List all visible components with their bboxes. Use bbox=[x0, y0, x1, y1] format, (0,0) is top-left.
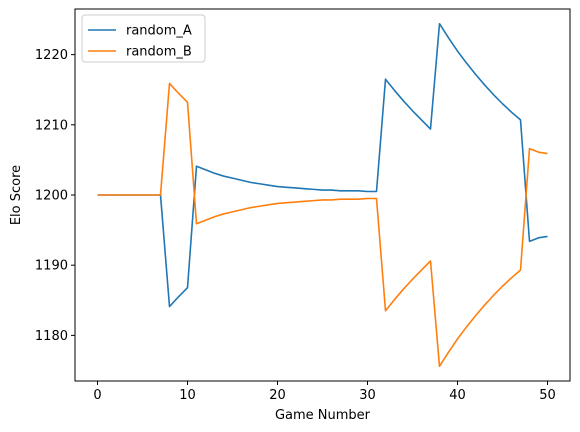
x-axis-label: Game Number bbox=[275, 408, 371, 423]
legend-label: random_A bbox=[126, 24, 192, 39]
y-axis-ticks: 1180 1190 1200 1210 1220 bbox=[35, 48, 75, 344]
x-axis-ticks: 0 10 20 30 40 50 bbox=[93, 381, 556, 403]
legend: random_A random_B bbox=[81, 14, 206, 63]
x-tick-label: 0 bbox=[93, 388, 101, 403]
x-tick-label: 10 bbox=[179, 388, 196, 403]
x-tick-label: 30 bbox=[359, 388, 376, 403]
plot-content bbox=[97, 22, 548, 368]
y-tick-label: 1180 bbox=[35, 329, 68, 344]
x-tick-label: 20 bbox=[269, 388, 286, 403]
series-line-random_B bbox=[97, 82, 548, 368]
y-axis-label: Elo Score bbox=[9, 165, 24, 225]
series-line-random_A bbox=[97, 22, 548, 308]
legend-label: random_B bbox=[126, 45, 192, 60]
y-tick-label: 1210 bbox=[35, 118, 68, 133]
x-tick-label: 40 bbox=[449, 388, 466, 403]
y-tick-label: 1200 bbox=[35, 189, 68, 204]
y-tick-label: 1190 bbox=[35, 259, 68, 274]
y-tick-label: 1220 bbox=[35, 48, 68, 63]
x-tick-label: 50 bbox=[539, 388, 556, 403]
